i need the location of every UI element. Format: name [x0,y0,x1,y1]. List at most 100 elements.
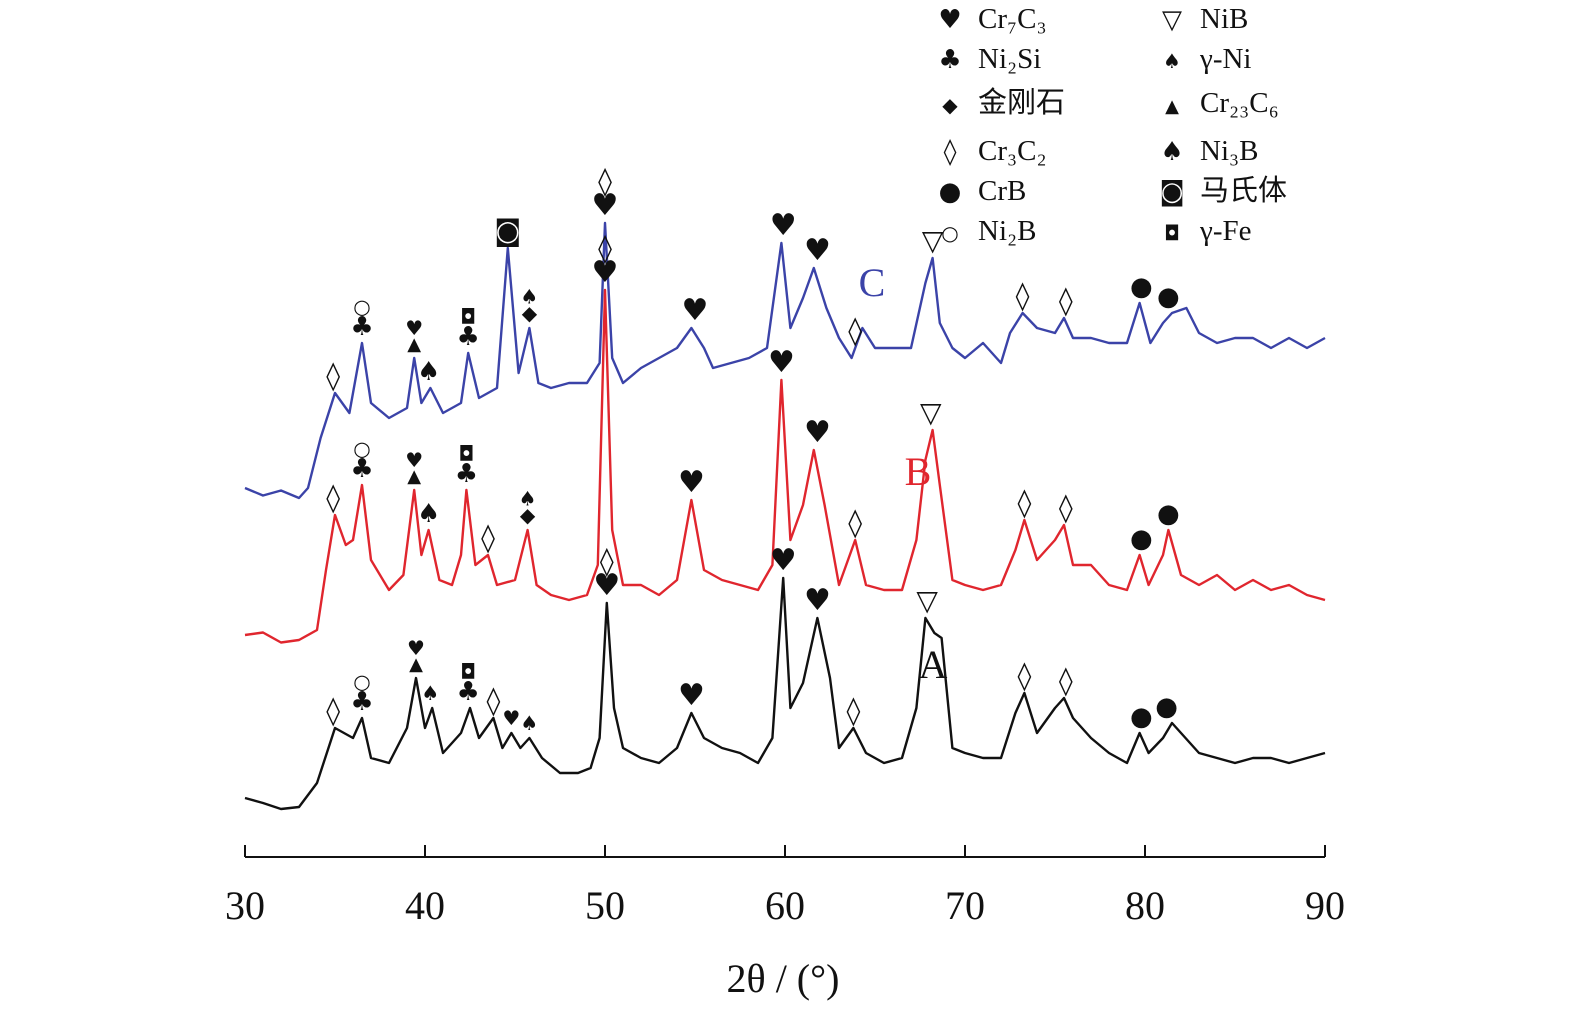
peak-marker-triangle-filled: ▲ [407,334,421,355]
peak-marker-diamond-open: ◊ [1017,486,1031,519]
peak-marker-heart: ♥ [770,208,797,243]
peak-marker-diamond-open: ◊ [1059,491,1073,524]
peak-marker-circle-filled: ● [1155,692,1178,722]
peak-marker-spade-small: ♠ [520,711,538,735]
peak-marker-diamond-open: ◊ [1016,279,1030,312]
peak-marker-diamond-open: ◊ [598,231,612,264]
x-tick-label: 90 [1305,883,1345,928]
series-label-layer: A B C [859,260,948,687]
legend-label: γ-Fe [1199,215,1251,247]
peak-marker-spade: ♠ [417,499,440,529]
x-axis-label: 2θ / (°) [727,956,840,1001]
legend-marker-square-dot: ◘ [1164,221,1180,245]
legend: ♥ Cr₇C₃ ▽ NiB ♣ Ni₂Si ♠ γ-Ni ◆ 金刚石 ▲ Cr₂₃C₆ ◊ Cr₃C₂ ♠ N… [938,3,1287,247]
x-tick-label: 50 [585,883,625,928]
peak-marker-heart-small: ♥ [502,706,520,730]
peak-marker-heart: ♥ [678,678,705,713]
peak-marker-heart-small: ♥ [407,636,425,660]
peak-marker-spade-small: ♠ [520,285,538,309]
legend-marker-club: ♣ [938,45,961,75]
peak-marker-heart: ♥ [682,293,709,328]
x-tick-label: 60 [765,883,805,928]
x-tick-label: 40 [405,883,445,928]
series-b-line [244,288,1326,644]
x-tick-label: 30 [225,883,265,928]
x-tick-label: 80 [1125,883,1165,928]
x-tick-label: 70 [945,883,985,928]
series-label-c: C [859,260,886,305]
peak-marker-triangle-down-open: ▽ [922,224,944,257]
peak-marker-circle-open: ○ [353,670,370,694]
peak-marker-square-dot: ◘ [460,660,476,684]
peak-marker-triangle-filled: ▲ [409,654,423,675]
annotation-layer: ◊ ♣○▲♥♠ ♣◘◊♥ ♠♥◊♥♥♥◊▽◊ ◊● ●◊♣○▲♥♠♣◘◊◆♠♥◊♥♥♥◊▽… [326,164,1179,735]
legend-marker-square-circle: ◙ [1159,177,1184,207]
peak-marker-club: ♣ [455,459,478,489]
series-c-line [244,221,1326,500]
peak-marker-heart: ♥ [770,543,797,578]
peak-marker-heart: ♥ [592,188,619,223]
peak-marker-triangle-filled: ▲ [407,466,421,487]
legend-marker-spade-small: ♠ [1163,49,1181,73]
peak-marker-circle-filled: ● [1157,282,1180,312]
legend-label: 金刚石 [978,86,1065,119]
peak-marker-square-circle: ◙ [494,214,521,247]
peak-marker-diamond-open: ◊ [598,164,612,197]
peak-marker-diamond-open: ◊ [846,694,860,727]
legend-label: Cr₇C₃ [978,3,1047,35]
legend-marker-heart: ♥ [938,5,961,35]
peak-marker-club: ♣ [457,322,480,352]
peak-marker-diamond-open: ◊ [848,314,862,347]
peak-marker-circle-open: ○ [353,437,370,461]
peak-marker-diamond-open: ◊ [486,684,500,717]
peak-marker-spade-small: ♠ [421,681,439,705]
peak-marker-diamond-filled: ◆ [520,503,536,527]
peak-marker-heart-small: ♥ [405,316,423,340]
peak-marker-diamond-open: ◊ [848,506,862,539]
peak-marker-heart: ♥ [804,415,831,450]
x-axis: 30 40 50 60 70 80 90 [225,845,1345,928]
peak-marker-diamond-open: ◊ [326,481,340,514]
legend-label: NiB [1200,3,1248,35]
legend-label: γ-Ni [1199,43,1251,75]
peak-marker-spade-small: ♠ [519,487,537,511]
peak-marker-diamond-open: ◊ [481,521,495,554]
peak-marker-heart: ♥ [804,583,831,618]
peak-marker-diamond-open: ◊ [326,694,340,727]
peak-marker-diamond-open: ◊ [1059,664,1073,697]
peak-marker-club: ♣ [350,454,373,484]
peak-marker-diamond-filled: ◆ [522,301,538,325]
series-a-line [244,576,1326,811]
peak-marker-heart: ♥ [592,255,619,290]
peak-marker-club: ♣ [350,687,373,717]
legend-marker-circle-filled: ● [939,177,962,207]
peak-marker-heart-small: ♥ [405,448,423,472]
peak-marker-diamond-open: ◊ [326,359,340,392]
peak-marker-diamond-open: ◊ [1059,284,1073,317]
peak-marker-heart: ♥ [804,233,831,268]
legend-label: Ni₂Si [978,43,1041,75]
trace-layer [244,221,1326,811]
legend-label: Ni₃B [1200,135,1258,167]
peak-marker-club: ♣ [350,312,373,342]
peak-marker-circle-filled: ● [1157,499,1180,529]
peak-marker-diamond-open: ◊ [600,544,614,577]
series-label-a: A [919,642,948,687]
peak-marker-diamond-open: ◊ [1017,659,1031,692]
peak-marker-square-dot: ◘ [458,442,474,466]
peak-marker-square-dot: ◘ [460,305,476,329]
legend-label: Cr₃C₂ [978,135,1047,167]
legend-marker-circle-open: ○ [941,221,958,245]
peak-marker-heart: ♥ [593,568,620,603]
peak-marker-circle-filled: ● [1130,272,1153,302]
peak-marker-circle-filled: ● [1130,702,1153,732]
peak-marker-spade: ♠ [417,357,440,387]
peak-marker-triangle-down-open: ▽ [916,584,938,617]
legend-marker-triangle-filled: ▲ [1165,96,1179,117]
legend-label: CrB [978,175,1026,207]
peak-marker-circle-open: ○ [353,295,370,319]
legend-marker-diamond-open: ◊ [944,137,957,167]
legend-label: Cr₂₃C₆ [1200,87,1279,119]
peak-marker-heart: ♥ [768,345,795,380]
